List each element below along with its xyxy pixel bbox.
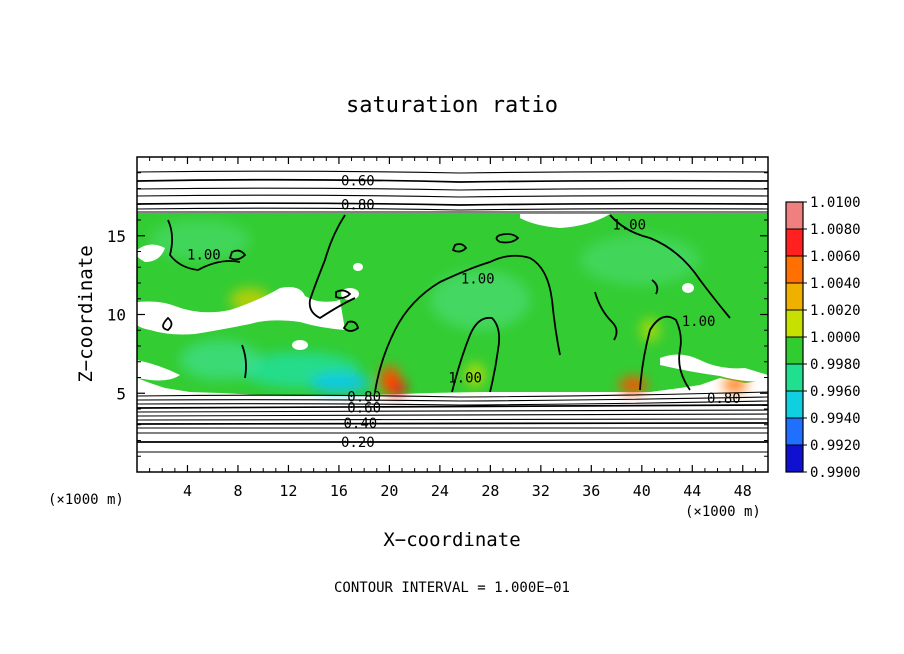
colorbar-swatch	[786, 310, 803, 337]
contour-lines-1-00	[162, 214, 731, 393]
x-unit-left: (×1000 m)	[48, 492, 124, 508]
colorbar-level-label: 1.0040	[810, 276, 861, 292]
x-tick-label: 44	[683, 482, 701, 500]
chart-title: saturation ratio	[346, 93, 558, 118]
contour-label: 0.80	[707, 391, 741, 407]
colorbar-swatch	[786, 283, 803, 310]
x-tick-label: 32	[532, 482, 550, 500]
colorbar-level-label: 0.9940	[810, 411, 861, 427]
colorbar-swatch	[786, 256, 803, 283]
contour-label: 0.20	[341, 435, 375, 451]
contour-lines-horizontal	[137, 170, 768, 453]
x-tick-label: 48	[734, 482, 752, 500]
contour-label: 0.40	[344, 416, 378, 432]
contour-label: 0.80	[347, 389, 381, 405]
colorbar-level-label: 1.0060	[810, 249, 861, 265]
x-axis: 4 8 12 16 20 24 28 32 36 40 44 48	[149, 157, 756, 500]
contour-interval-note: CONTOUR INTERVAL = 1.000E−01	[334, 580, 570, 596]
contour-label: 1.00	[682, 314, 716, 330]
y-tick-label: 15	[107, 227, 126, 246]
x-tick-label: 4	[183, 482, 192, 500]
y-tick-label: 10	[107, 306, 126, 325]
x-tick-label: 36	[582, 482, 600, 500]
colorbar-swatch	[786, 364, 803, 391]
colorbar-level-label: 1.0080	[810, 222, 861, 238]
colorbar-level-label: 1.0020	[810, 303, 861, 319]
x-tick-label: 16	[330, 482, 348, 500]
contour-label: 0.60	[341, 174, 375, 190]
contour-label: 0.60	[347, 400, 381, 416]
x-tick-label: 24	[431, 482, 449, 500]
x-tick-label: 8	[233, 482, 242, 500]
colorbar-swatch	[786, 202, 803, 229]
colorbar-swatch	[786, 337, 803, 364]
y-axis-label: Z−coordinate	[75, 245, 97, 382]
contour-label: 1.00	[187, 248, 221, 264]
colorbar-swatch	[786, 391, 803, 418]
colorbar-swatch	[786, 418, 803, 445]
colorbar-swatch	[786, 445, 803, 472]
contour-labels: 0.600.801.001.001.001.001.000.800.600.40…	[187, 174, 741, 451]
dry-band	[137, 287, 345, 335]
y-tick-label: 5	[116, 384, 126, 403]
colorbar-level-label: 0.9920	[810, 438, 861, 454]
plot-field: 0.600.801.001.001.001.001.000.800.600.40…	[137, 157, 768, 472]
x-tick-label: 12	[279, 482, 297, 500]
x-tick-label: 40	[633, 482, 651, 500]
contour-label: 1.00	[612, 218, 646, 234]
x-tick-label: 20	[380, 482, 398, 500]
colorbar: 1.0100 1.0080 1.0060 1.0040 1.0020 1.0000 0.99…	[785, 195, 861, 481]
colorbar-level-label: 0.9980	[810, 357, 861, 373]
colorbar-swatch	[786, 229, 803, 256]
x-unit-right: (×1000 m)	[685, 504, 761, 520]
contour-label: 1.00	[448, 371, 482, 387]
y-axis: 5 10 15	[107, 172, 768, 457]
x-axis-label: X−coordinate	[383, 529, 520, 551]
contour-label: 1.00	[461, 271, 495, 287]
x-tick-label: 28	[481, 482, 499, 500]
colorbar-level-label: 0.9960	[810, 384, 861, 400]
colorbar-level-label: 1.0000	[810, 330, 861, 346]
colorbar-level-label: 1.0100	[810, 195, 861, 211]
colorbar-level-label: 0.9900	[810, 465, 861, 481]
contour-label: 0.80	[341, 197, 375, 213]
